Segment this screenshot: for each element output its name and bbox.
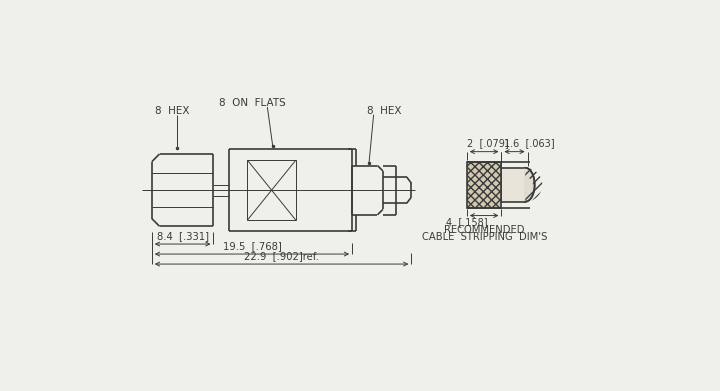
Polygon shape [526,168,535,202]
Text: 8  ON  FLATS: 8 ON FLATS [219,98,285,108]
Text: 1.6  [.063]: 1.6 [.063] [504,138,554,149]
Text: 8  HEX: 8 HEX [155,106,189,116]
Bar [467,161,501,208]
Text: 8.4  [.331]: 8.4 [.331] [157,231,209,241]
Text: 2  [.079]: 2 [.079] [467,138,508,149]
Text: RECOMMENDED: RECOMMENDED [444,225,525,235]
Text: 4  [.158]: 4 [.158] [446,217,487,227]
Text: 8  HEX: 8 HEX [367,106,402,116]
Text: 19.5  [.768]: 19.5 [.768] [222,241,282,251]
Bar [248,160,296,220]
Bar [501,168,526,202]
Text: CABLE  STRIPPING  DIM'S: CABLE STRIPPING DIM'S [422,233,547,242]
Text: 22.9  [.902]ref.: 22.9 [.902]ref. [244,251,319,261]
